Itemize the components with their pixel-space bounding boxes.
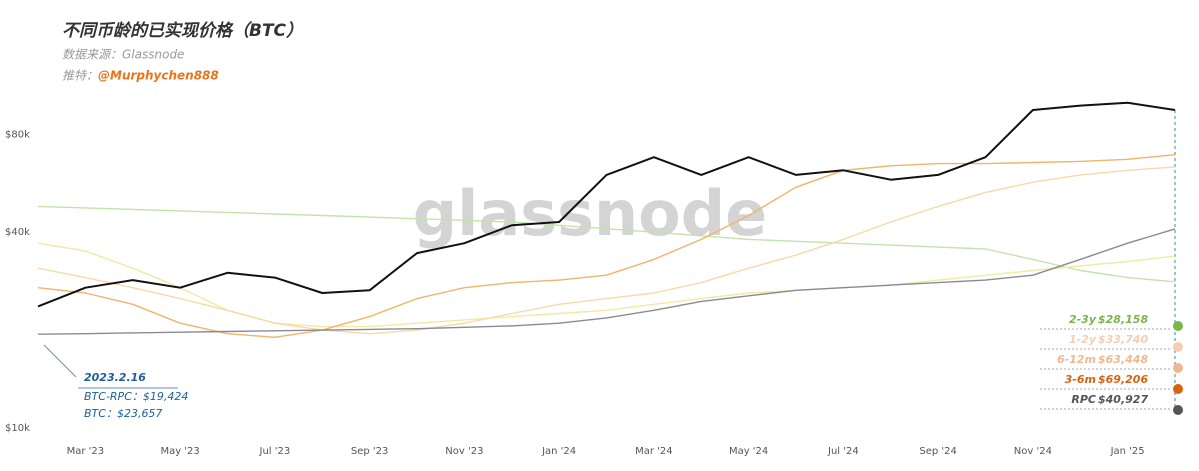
legend-dot: [1173, 342, 1183, 352]
legend-dot: [1173, 405, 1183, 415]
x-tick-label: Jul '23: [259, 446, 291, 457]
chart-title: 不同币龄的已实现价格（BTC）: [62, 21, 303, 41]
legend-entry: 3-6m $69,206: [1040, 373, 1183, 394]
annotation: BTC：$23,657: [84, 407, 162, 420]
subtitle: 数据来源：Glassnode: [62, 48, 184, 62]
series-line: [37, 228, 1176, 335]
x-tick-label: May '24: [729, 446, 768, 457]
x-tick-label: Nov '24: [1014, 446, 1052, 457]
legend-entry: RPC $40,927: [1040, 393, 1183, 415]
annotation: BTC-RPC：$19,424: [84, 390, 188, 403]
x-tick-label: Sep '23: [351, 446, 389, 457]
x-tick-label: Jan '25: [1110, 446, 1145, 457]
value-label: $33,740: [1098, 333, 1148, 346]
legend-name: 3-6m: [1065, 373, 1096, 386]
credit: @Murphychen888: [98, 69, 219, 83]
series-line: [37, 154, 1176, 338]
value-label: $63,448: [1098, 353, 1148, 366]
legend-entry: 2-3y $28,158: [1040, 313, 1183, 331]
x-tick-label: Jul '24: [827, 446, 859, 457]
x-tick-label: Mar '24: [635, 446, 673, 457]
legend-dot: [1173, 363, 1183, 373]
legend-name: 6-12m: [1057, 353, 1096, 366]
credit-prefix: 推特：: [62, 69, 98, 83]
x-tick-label: Sep '24: [919, 446, 957, 457]
annotation-arrow: [43, 344, 77, 378]
watermark: glassnode: [413, 177, 767, 250]
legend-name: 1-2y: [1069, 333, 1097, 346]
annotation-date: 2023.2.16: [84, 371, 146, 384]
x-tick-label: Mar '23: [67, 446, 105, 457]
legend-name: RPC: [1071, 393, 1096, 406]
series-line: [37, 205, 1176, 283]
value-label: $69,206: [1098, 373, 1148, 386]
series-line: [37, 101, 1176, 308]
legend-dot: [1173, 321, 1183, 331]
legend-dot: [1173, 384, 1183, 394]
series-line: [37, 242, 1176, 328]
y-tick-label: $80k: [5, 129, 30, 140]
legend-entry: 1-2y $33,740: [1040, 333, 1183, 352]
legend-entry: 6-12m $63,448: [1040, 353, 1183, 373]
legend-name: 2-3y: [1069, 313, 1097, 326]
x-tick-label: May '23: [160, 446, 199, 457]
y-tick-label: $10k: [5, 423, 30, 434]
value-label: $40,927: [1098, 393, 1148, 406]
series-line: [37, 166, 1176, 335]
y-tick-label: $40k: [5, 227, 30, 238]
x-tick-label: Jan '24: [541, 446, 576, 457]
value-label: $28,158: [1098, 313, 1148, 326]
x-tick-label: Nov '23: [445, 446, 483, 457]
